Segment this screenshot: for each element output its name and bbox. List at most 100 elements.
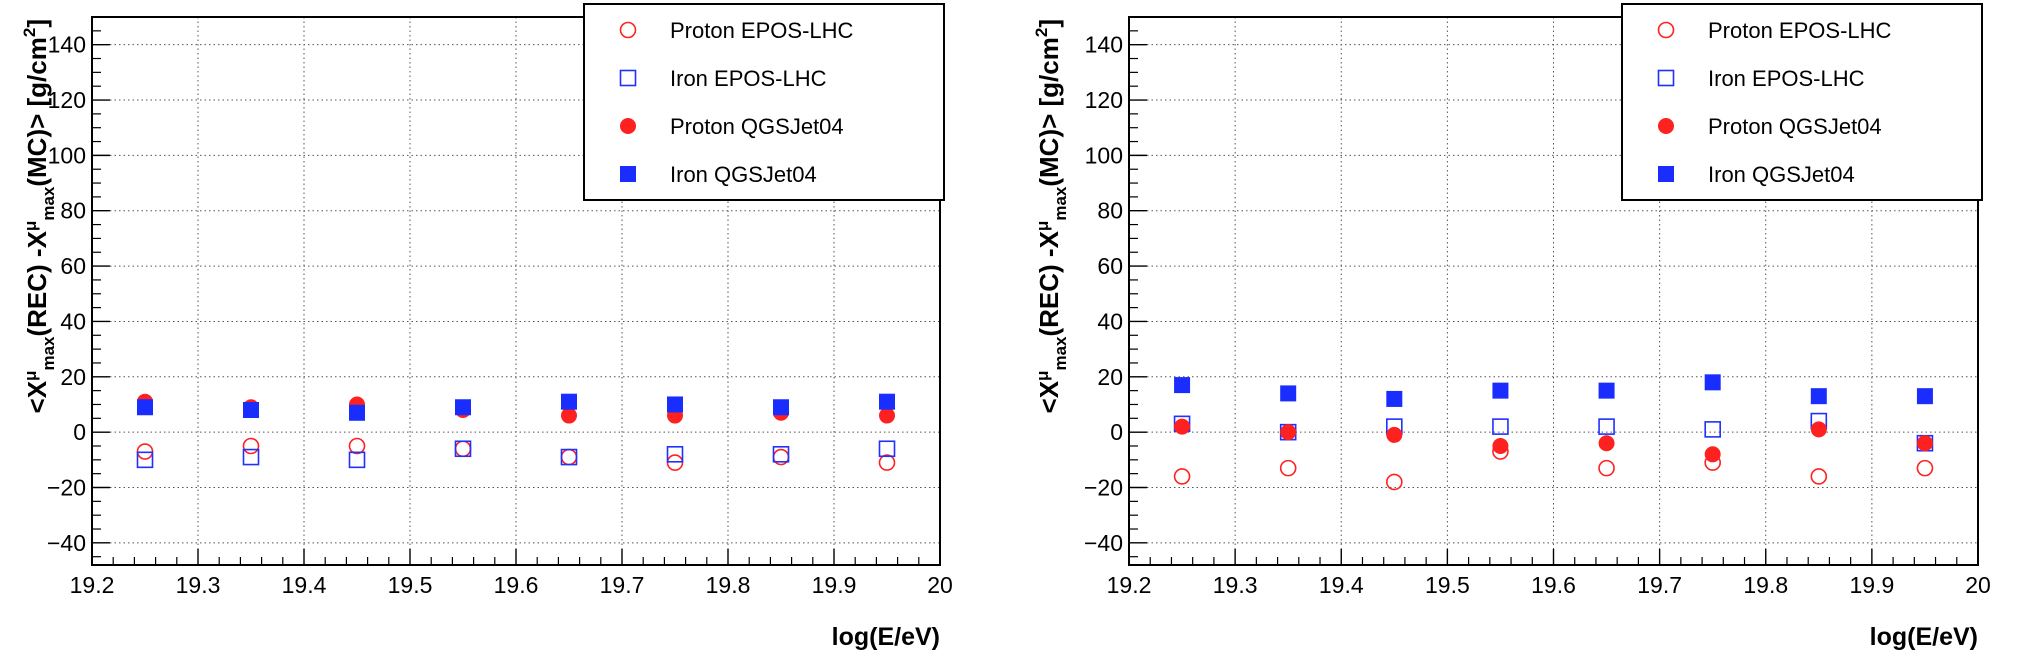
y-tick-label: −40 (1084, 530, 1123, 556)
x-tick-label: 19.5 (1425, 572, 1470, 598)
data-points (1173, 374, 1934, 491)
y-label-text: (MC)> [g/cm (22, 37, 52, 187)
x-tick-label: 19.4 (1319, 572, 1364, 598)
y-label-superscript: 2 (1032, 28, 1051, 37)
x-tick-label: 19.8 (706, 572, 751, 598)
series-2 (1174, 418, 1933, 463)
y-label-superscript: 2 (20, 28, 39, 37)
y-tick-label: 0 (1110, 419, 1123, 445)
x-tick-label: 20 (1965, 572, 1991, 598)
data-point (1492, 382, 1509, 399)
y-label-text: <X (1034, 380, 1064, 413)
legend-marker (1658, 118, 1674, 134)
y-tick-label: 40 (1097, 308, 1123, 334)
y-tick-label: 140 (1085, 32, 1123, 58)
y-tick-label: 100 (48, 142, 86, 168)
y-label-superscript: μ (21, 221, 40, 231)
data-point (1704, 374, 1721, 391)
data-point (561, 393, 577, 410)
x-tick-label: 19.9 (1849, 572, 1894, 598)
axis-ticks (1128, 16, 1979, 565)
x-tick-label: 19.5 (388, 572, 433, 598)
x-tick-label: 20 (927, 572, 953, 598)
legend-label: Proton EPOS-LHC (1708, 18, 1892, 43)
data-point (1280, 385, 1297, 402)
data-point (1704, 446, 1721, 463)
legend-marker (620, 118, 636, 134)
data-point (242, 437, 260, 455)
data-point (1386, 390, 1403, 407)
y-label-text: <X (22, 380, 52, 413)
data-point (1916, 435, 1933, 452)
legend: Proton EPOS-LHC Iron EPOS-LHC Proton QGSJe… (1621, 3, 1983, 201)
axis-ticks (91, 16, 941, 565)
series-3 (1174, 374, 1933, 407)
data-point (878, 440, 896, 458)
data-point (1704, 421, 1721, 438)
plot-frame (1128, 16, 1979, 566)
x-axis-label: log(E/eV) (1870, 623, 1978, 651)
data-point (1810, 388, 1827, 405)
x-tick-label: 19.9 (812, 572, 857, 598)
legend-box (1621, 3, 1983, 201)
plot-frame (91, 16, 941, 566)
y-tick-label: 120 (1085, 87, 1123, 113)
y-tick-label: −20 (47, 475, 86, 501)
y-label-subscript: max (1051, 336, 1070, 371)
data-point (1492, 437, 1509, 454)
data-point (455, 399, 471, 416)
data-point (667, 396, 683, 413)
series-3 (137, 393, 895, 421)
data-point (1492, 418, 1509, 435)
y-label-text: ] (1034, 19, 1064, 28)
data-point (560, 448, 578, 466)
y-tick-label: 60 (1097, 253, 1123, 279)
chart-panel-right: 19.2 19.3 19.4 19.5 19.6 19.7 19.8 19.9 20 −40 −20… (1012, 0, 2024, 654)
y-tick-label: 40 (60, 308, 86, 334)
data-point (666, 454, 684, 471)
y-axis-label: <Xμmax(REC) -Xμmax(MC)> [g/cm2] (20, 19, 58, 413)
legend-label: Iron EPOS-LHC (670, 66, 827, 91)
y-tick-label: 60 (60, 253, 86, 279)
y-tick-label: 80 (1097, 198, 1123, 224)
legend-box (583, 3, 945, 201)
data-point (1810, 468, 1828, 485)
x-tick-label: 19.2 (1107, 572, 1152, 598)
legend-label: Iron QGSJet04 (670, 162, 817, 187)
x-tick-label: 19.2 (70, 572, 115, 598)
data-point (1598, 459, 1615, 477)
y-label-subscript: max (1051, 186, 1070, 221)
data-point (666, 445, 684, 463)
y-label-subscript: max (39, 186, 58, 221)
y-label-superscript: μ (1033, 221, 1052, 231)
data-point (1916, 388, 1933, 405)
x-tick-label: 19.7 (600, 572, 645, 598)
legend-label: Iron QGSJet04 (1708, 162, 1855, 187)
y-tick-label: 100 (1085, 142, 1123, 168)
y-tick-label: 140 (48, 32, 86, 58)
y-tick-label: 80 (60, 198, 86, 224)
x-axis-label: log(E/eV) (832, 623, 940, 651)
data-point (1279, 459, 1297, 477)
y-tick-label: 120 (48, 87, 86, 113)
y-tick-label: 20 (1097, 364, 1123, 390)
data-point (137, 399, 153, 416)
legend-label: Proton QGSJet04 (1708, 114, 1882, 139)
y-label-superscript: μ (21, 371, 40, 381)
data-point (1173, 468, 1191, 485)
data-point (349, 404, 365, 421)
y-tick-label: −20 (1084, 475, 1123, 501)
y-label-text: (REC) -X (1034, 230, 1064, 336)
data-point (454, 440, 472, 458)
legend-label: Proton QGSJet04 (670, 114, 844, 139)
legend-marker (619, 69, 637, 87)
data-points (136, 393, 896, 471)
chart-right: 19.2 19.3 19.4 19.5 19.6 19.7 19.8 19.9 20−40−20… (1032, 3, 1991, 651)
data-point (454, 440, 472, 458)
x-tick-label: 19.3 (1213, 572, 1258, 598)
legend-marker (619, 21, 637, 39)
legend-marker (1657, 69, 1675, 87)
x-tick-label: 19.6 (1531, 572, 1576, 598)
data-point (1598, 382, 1615, 399)
y-label-text: (MC)> [g/cm (1034, 37, 1064, 187)
